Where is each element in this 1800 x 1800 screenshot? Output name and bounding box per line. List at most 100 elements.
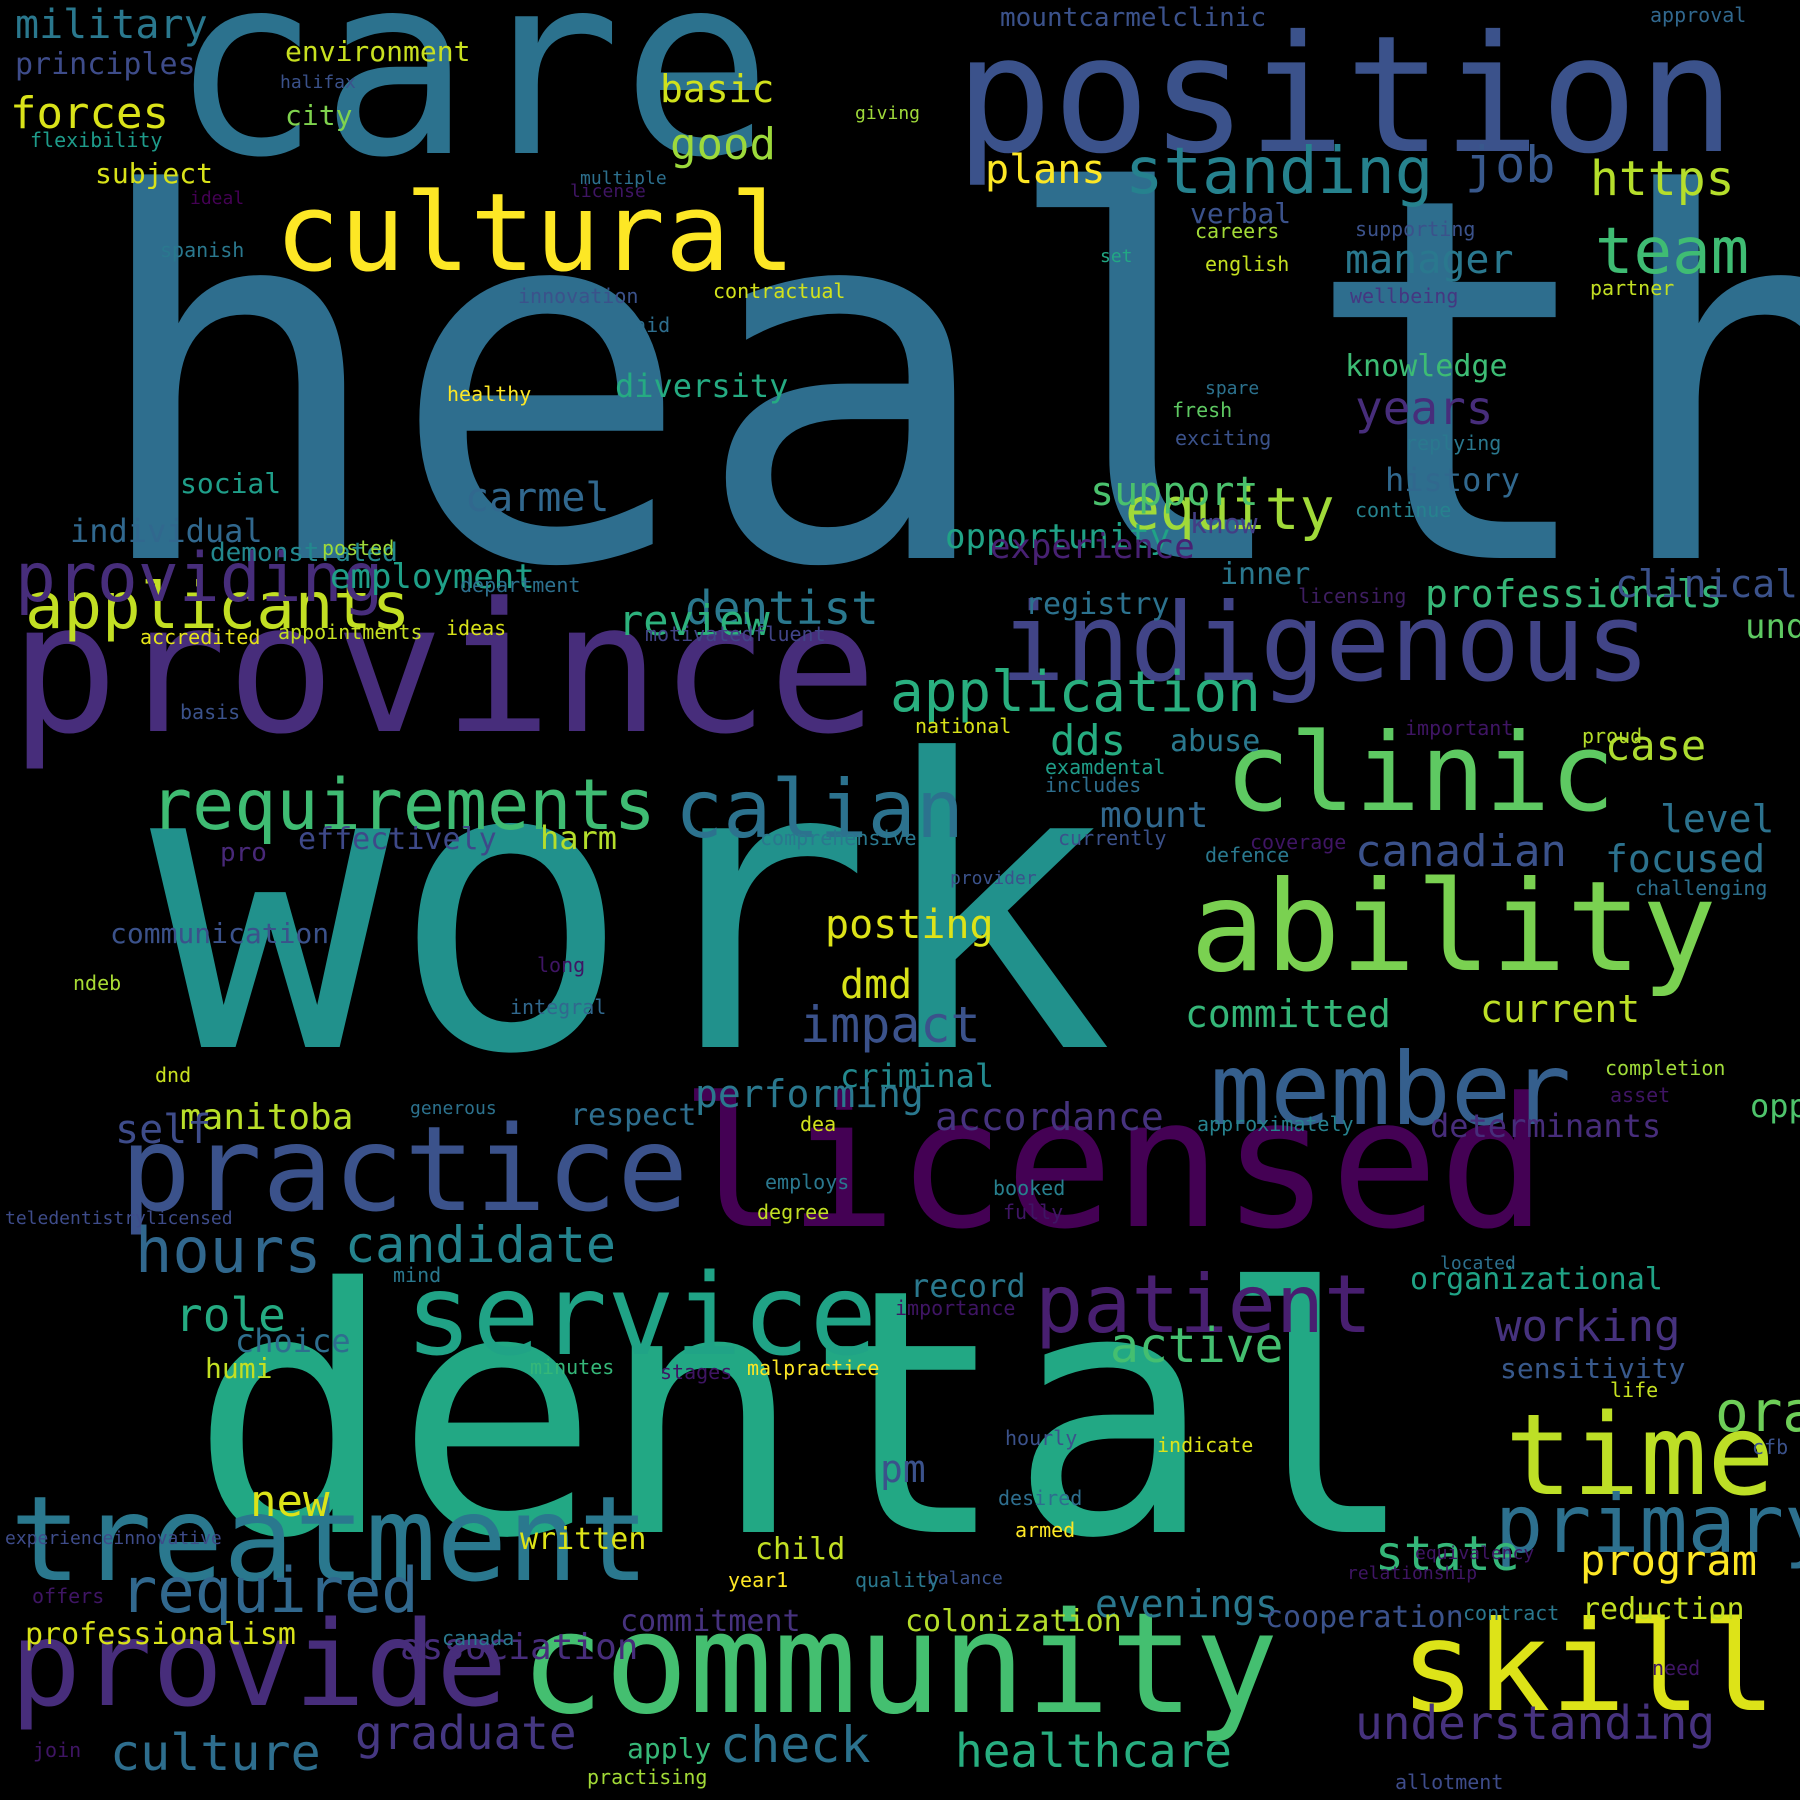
- word-pro: pro: [220, 838, 267, 868]
- word-paid: paid: [622, 313, 671, 337]
- word-life: life: [1610, 1378, 1659, 1402]
- word-posting: posting: [825, 902, 994, 948]
- word-subject: subject: [95, 157, 214, 190]
- word-currently: currently: [1058, 826, 1167, 850]
- word-support: support: [1090, 469, 1259, 515]
- word-includes: includes: [1045, 773, 1142, 797]
- word-effectively: effectively: [298, 822, 497, 857]
- word-provide: provide: [10, 1595, 508, 1733]
- word-employs: employs: [765, 1170, 850, 1194]
- word-approval: approval: [1650, 3, 1747, 27]
- word-spanish: spanish: [160, 238, 245, 262]
- word-approximately: approximately: [1197, 1112, 1354, 1136]
- word-manager: manager: [1345, 237, 1514, 283]
- word-healthcare: healthcare: [955, 1724, 1232, 1778]
- word-canada: canada: [442, 1626, 515, 1650]
- word-dentist: dentist: [685, 581, 879, 635]
- word-clinical: clinical: [1615, 562, 1799, 606]
- word-accredited: accredited: [140, 625, 261, 649]
- word-allotment: allotment: [1395, 1770, 1504, 1794]
- word-graduate: graduate: [355, 1706, 577, 1760]
- word-understands: understands: [1745, 607, 1800, 647]
- word-multiple: multiple: [580, 168, 667, 189]
- word-clinic: clinic: [1225, 711, 1616, 836]
- word-opportunity: opportunity: [945, 517, 1171, 557]
- word-supporting: supporting: [1355, 217, 1476, 241]
- word-work: work: [150, 677, 1114, 1142]
- word-ideal: ideal: [190, 188, 245, 209]
- word-employment: employment: [330, 557, 535, 597]
- word-apply: apply: [627, 1732, 712, 1765]
- word-desired: desired: [998, 1486, 1083, 1510]
- word-degree: degree: [757, 1200, 830, 1224]
- word-armed: armed: [1015, 1518, 1076, 1542]
- word-health: health: [85, 90, 1800, 678]
- word-check: check: [720, 1716, 871, 1774]
- word-know: know: [1190, 507, 1258, 540]
- word-relationship: relationship: [1347, 1563, 1478, 1584]
- word-https: https: [1590, 151, 1735, 207]
- word-reduction: reduction: [1582, 1592, 1745, 1627]
- word-mount: mount: [1100, 795, 1209, 836]
- word-examdental: examdental: [1045, 755, 1166, 779]
- word-required: required: [120, 1554, 419, 1627]
- word-verbal: verbal: [1190, 197, 1292, 230]
- word-teledentistrylicensed: teledentistrylicensed: [5, 1208, 233, 1229]
- word-impact: impact: [800, 996, 981, 1054]
- word-fully: fully: [1003, 1200, 1064, 1224]
- word-mountcarmelclinic: mountcarmelclinic: [1000, 3, 1267, 33]
- word-canadian: canadian: [1355, 826, 1567, 877]
- word-primary: primary: [1495, 1478, 1800, 1571]
- word-dnd: dnd: [155, 1063, 192, 1087]
- word-principles: principles: [15, 47, 196, 82]
- word-understanding: understanding: [1355, 1696, 1716, 1750]
- word-importance: importance: [895, 1296, 1016, 1320]
- word-time: time: [1505, 1391, 1775, 1521]
- word-basic: basic: [660, 67, 775, 111]
- word-appointments: appointments: [278, 620, 423, 644]
- word-integral: integral: [510, 995, 607, 1019]
- word-booked: booked: [993, 1176, 1066, 1200]
- word-dmd: dmd: [840, 962, 913, 1008]
- word-equivalency: equivalency: [1415, 1543, 1535, 1564]
- word-current: current: [1480, 987, 1641, 1031]
- word-service: service: [405, 1251, 878, 1381]
- word-position: position: [955, 2, 1736, 190]
- word-review: review: [618, 596, 770, 645]
- word-balance: balance: [927, 1568, 1003, 1589]
- word-opportunities: opportunities: [1750, 1087, 1800, 1125]
- word-completion: completion: [1605, 1056, 1726, 1080]
- word-child: child: [755, 1532, 846, 1567]
- word-partner: partner: [1590, 276, 1675, 300]
- word-role: role: [175, 1288, 286, 1342]
- word-city: city: [285, 99, 353, 132]
- word-forces: forces: [10, 88, 169, 139]
- word-licensing: licensing: [1298, 584, 1407, 608]
- word-ideas: ideas: [446, 616, 507, 640]
- word-treatment: treatment: [10, 1470, 650, 1608]
- word-basis: basis: [180, 700, 241, 724]
- word-choice: choice: [235, 1322, 351, 1360]
- word-abuse: abuse: [1170, 724, 1261, 759]
- word-practising: practising: [587, 1765, 708, 1789]
- word-social: social: [180, 467, 282, 500]
- word-community: community: [520, 1583, 1279, 1746]
- word-quality: quality: [855, 1568, 940, 1592]
- word-department: department: [460, 573, 581, 597]
- word-determinants: determinants: [1430, 1107, 1662, 1145]
- word-inner: inner: [1220, 557, 1311, 592]
- word-replying: replying: [1405, 431, 1502, 455]
- word-dea: dea: [800, 1112, 837, 1136]
- word-individual: individual: [70, 512, 263, 550]
- word-focused: focused: [1605, 837, 1766, 881]
- word-respect: respect: [570, 1098, 697, 1133]
- word-communication: communication: [110, 917, 330, 950]
- word-candidate: candidate: [345, 1216, 616, 1274]
- word-contract: contract: [1463, 1601, 1560, 1625]
- word-job: job: [1465, 136, 1556, 194]
- word-sensitivity: sensitivity: [1500, 1352, 1686, 1385]
- word-applicants: applicants: [25, 570, 411, 644]
- word-offers: offers: [32, 1584, 105, 1608]
- word-province: province: [10, 565, 877, 774]
- word-environment: environment: [285, 35, 471, 68]
